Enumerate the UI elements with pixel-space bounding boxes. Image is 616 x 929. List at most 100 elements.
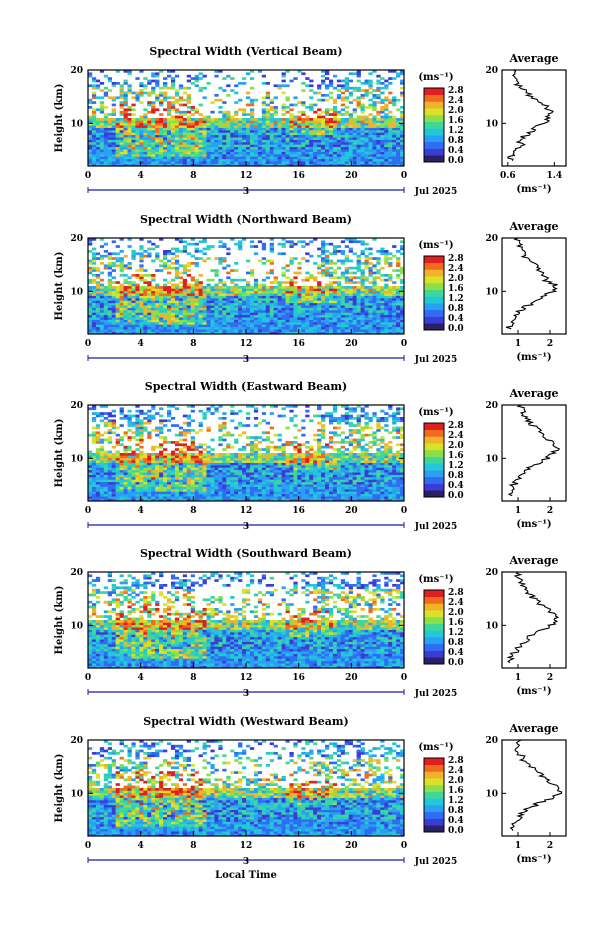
- x-tick-label: 16: [292, 171, 305, 181]
- profile-x-tick-label: 1: [515, 841, 521, 851]
- y-tick-label: 20: [70, 736, 83, 746]
- colorbar-swatch: [424, 476, 444, 484]
- colorbar-tick-label: 0.8: [448, 806, 464, 816]
- panel-title: Spectral Width (Westward Beam): [143, 715, 348, 728]
- date-label: Jul 2025: [414, 857, 457, 867]
- colorbar-swatch: [424, 596, 444, 604]
- profile-x-tick-label: 1: [515, 506, 521, 516]
- profile-y-tick-label: 10: [485, 119, 498, 129]
- colorbar-swatch: [424, 825, 444, 833]
- x-tick-label: 20: [345, 171, 358, 181]
- x-tick-label: 0: [85, 673, 91, 683]
- colorbar: (ms⁻¹) 2.82.42.01.61.20.80.40.0: [418, 742, 463, 836]
- colorbar-tick-label: 1.6: [448, 116, 464, 126]
- colorbar-tick-label: 0.8: [448, 136, 464, 146]
- colorbar-tick-label: 1.6: [448, 786, 464, 796]
- colorbar-swatch: [424, 128, 444, 136]
- colorbar-swatch: [424, 114, 444, 122]
- y-axis-label: Height (km): [54, 586, 65, 655]
- profile-frame: [501, 404, 567, 502]
- profile-frame: [501, 571, 567, 669]
- profile-title: Average: [508, 554, 558, 567]
- colorbar-swatch: [424, 590, 444, 598]
- colorbar-swatch: [424, 141, 444, 149]
- average-profile: Average 10 20 1 2 (ms⁻¹): [485, 387, 567, 530]
- profile-line: [507, 404, 561, 497]
- colorbar-tick-label: 2.0: [448, 106, 464, 116]
- colorbar-tick-label: 2.4: [448, 431, 464, 441]
- day-label: 3: [243, 355, 249, 365]
- profile-x-tick-label: 1: [515, 339, 521, 349]
- profile-line: [505, 237, 558, 330]
- date-label: Jul 2025: [414, 689, 457, 699]
- x-tick-label: 0: [85, 339, 91, 349]
- y-tick-label: 10: [70, 454, 83, 464]
- colorbar-tick-label: 0.0: [448, 826, 464, 836]
- colorbar-unit: (ms⁻¹): [418, 574, 453, 585]
- profile-y-tick-label: 20: [485, 401, 498, 411]
- colorbar-tick-label: 0.4: [448, 816, 464, 826]
- colorbar-swatch: [424, 470, 444, 478]
- colorbar-tick-label: 0.8: [448, 471, 464, 481]
- profile-x-tick-label: 2: [547, 506, 553, 516]
- profile-title: Average: [508, 722, 558, 735]
- colorbar-swatch: [424, 623, 444, 631]
- colorbar: (ms⁻¹) 2.82.42.01.61.20.80.40.0: [418, 240, 463, 334]
- colorbar-swatch: [424, 303, 444, 311]
- average-profile: Average 10 20 0.6 1.4 (ms⁻¹): [485, 52, 567, 195]
- y-axis-label: Height (km): [54, 754, 65, 823]
- panel-1: Spectral Width (Vertical Beam) 10 20 Height…: [54, 45, 567, 197]
- y-axis-label: Height (km): [54, 252, 65, 321]
- x-tick-label: 4: [138, 506, 144, 516]
- colorbar-tick-label: 0.8: [448, 304, 464, 314]
- profile-y-tick-label: 10: [485, 454, 498, 464]
- x-tick-label: 4: [138, 339, 144, 349]
- colorbar-swatch: [424, 616, 444, 624]
- heatmap-cells: [88, 238, 405, 335]
- colorbar-tick-label: 0.4: [448, 314, 464, 324]
- colorbar-tick-label: 0.0: [448, 658, 464, 668]
- y-tick-label: 10: [70, 119, 83, 129]
- x-tick-label: 0: [401, 673, 407, 683]
- colorbar-swatch: [424, 764, 444, 772]
- colorbar-swatch: [424, 262, 444, 270]
- x-axis-label: Local Time: [215, 870, 277, 881]
- heatmap-cells: [88, 572, 405, 669]
- colorbar-swatch: [424, 811, 444, 819]
- profile-frame: [501, 69, 567, 167]
- colorbar-swatch: [424, 771, 444, 779]
- x-tick-label: 8: [190, 171, 196, 181]
- colorbar-tick-label: 1.6: [448, 451, 464, 461]
- panel-title: Spectral Width (Southward Beam): [140, 547, 352, 560]
- panel-2: Spectral Width (Northward Beam)1020Heigh…: [54, 213, 567, 365]
- colorbar-swatch: [424, 135, 444, 143]
- colorbar-swatch: [424, 818, 444, 826]
- colorbar-swatch: [424, 101, 444, 109]
- profile-x-tick-label: 1.4: [547, 171, 563, 181]
- y-tick-label: 10: [70, 789, 83, 799]
- colorbar-tick-label: 2.8: [448, 254, 464, 264]
- x-tick-label: 16: [292, 339, 305, 349]
- x-tick-label: 12: [240, 673, 253, 683]
- y-tick-label: 10: [70, 287, 83, 297]
- x-tick-label: 0: [85, 171, 91, 181]
- colorbar-swatch: [424, 148, 444, 156]
- colorbar-swatch: [424, 643, 444, 651]
- colorbar-swatch: [424, 436, 444, 444]
- colorbar-swatch: [424, 429, 444, 437]
- x-tick-label: 0: [85, 506, 91, 516]
- profile-line: [509, 739, 563, 831]
- colorbar-unit: (ms⁻¹): [418, 240, 453, 251]
- profile-x-tick-label: 0.6: [500, 171, 516, 181]
- colorbar-swatch: [424, 289, 444, 297]
- panel-title: Spectral Width (Northward Beam): [140, 213, 352, 226]
- colorbar-swatch: [424, 805, 444, 813]
- colorbar-frame: [423, 87, 445, 163]
- y-axis-label: Height (km): [54, 84, 65, 153]
- x-tick-label: 12: [240, 506, 253, 516]
- colorbar-tick-label: 1.2: [448, 628, 464, 638]
- colorbar-frame: [423, 255, 445, 331]
- x-tick-label: 0: [401, 339, 407, 349]
- colorbar-swatch: [424, 94, 444, 102]
- panel-3: Spectral Width (Eastward Beam)1020Height…: [54, 380, 567, 532]
